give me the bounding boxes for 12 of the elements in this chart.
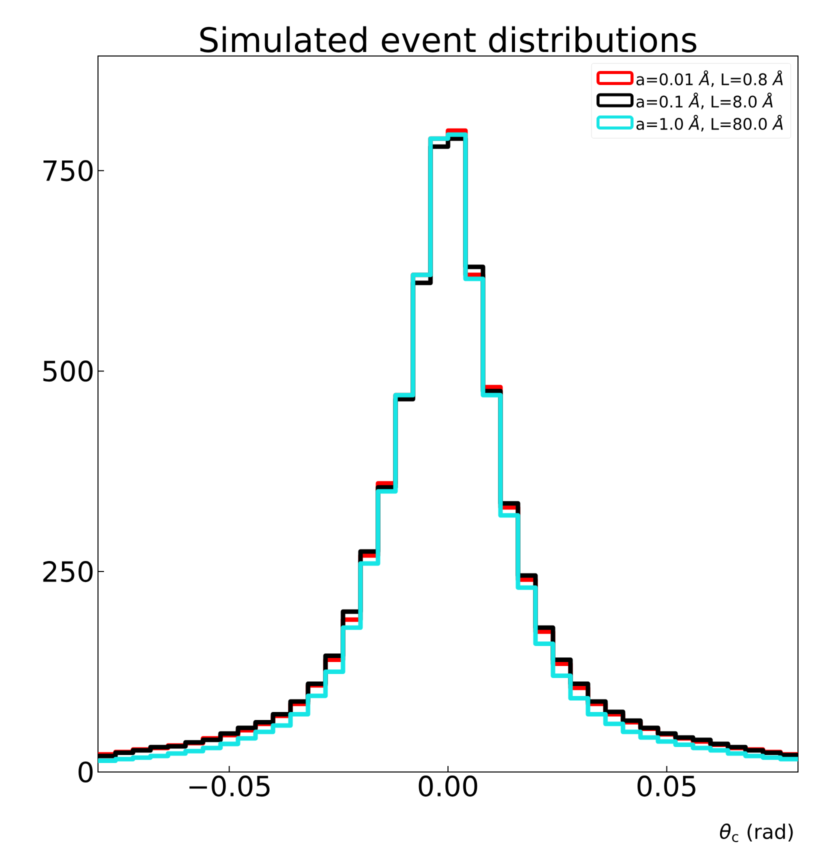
y-tick-label: 500 bbox=[43, 360, 93, 382]
y-tick-label: 250 bbox=[43, 561, 93, 582]
x-tick-label: 0.05 bbox=[638, 776, 696, 797]
y-tick-label: 0 bbox=[78, 761, 93, 783]
x-tick-label: −0.05 bbox=[189, 776, 270, 797]
legend-label: a=0.01 Å, L=0.8 Å bbox=[636, 70, 783, 87]
legend-label: a=0.1 Å, L=8.0 Å bbox=[636, 92, 773, 110]
x-axis-title: θ$_{c}$ (rad) bbox=[720, 824, 793, 842]
y-tick-label: 750 bbox=[44, 160, 93, 182]
legend-label: a=1.0 Å, L=80.0 Å bbox=[636, 114, 783, 132]
chart-title: Simulated event distributions bbox=[200, 26, 696, 52]
x-tick-label: 0.00 bbox=[418, 776, 478, 797]
